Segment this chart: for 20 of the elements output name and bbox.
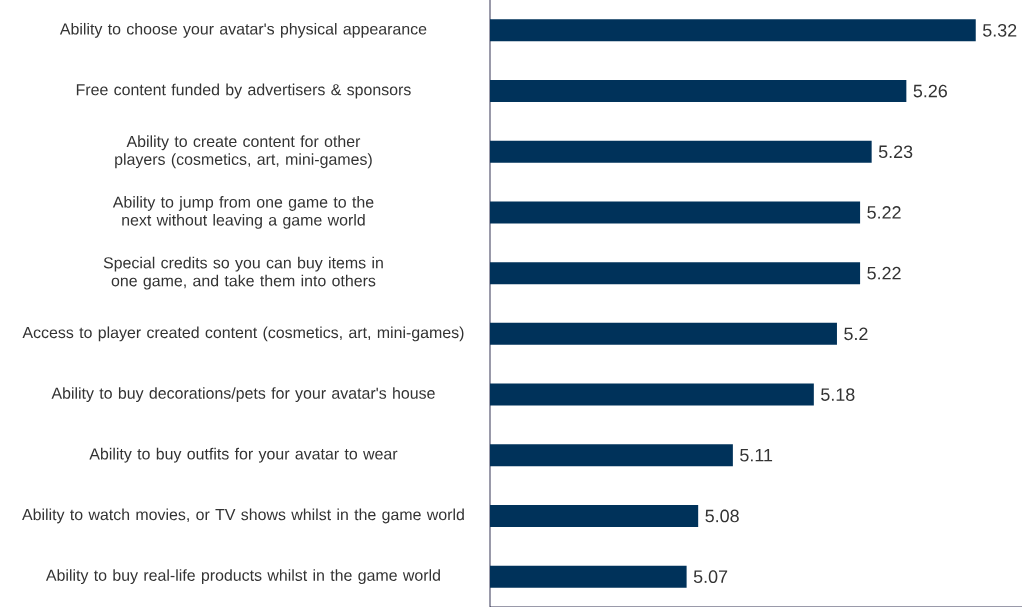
data-label: 5.18 [821,388,855,401]
y-tick-label: Ability to create content for other players (cosmetics, art, mini-games) [115,135,372,169]
y-tick-label: Ability to buy outfits for your avatar to wear [89,447,398,463]
y-tick-label: Access to player created content (cosmetics, art, mini-games) [22,326,464,342]
data-label: 5.26 [913,84,947,98]
y-tick-label: Ability to jump from one game to the next without leaving a game world [112,196,374,229]
data-label: 5.2 [844,327,868,341]
y-tick-label: Ability to buy real-life products whilst in the game world [45,569,440,585]
y-tick-label: Ability to watch movies, or TV shows whilst in the game world [22,508,464,524]
y-tick-label: Special credits so you can buy items in one game, and take them into others [103,256,383,290]
data-label: 5.23 [878,145,913,159]
data-label: 5.07 [693,570,728,583]
data-label: 5.32 [982,23,1017,37]
y-tick-label: Ability to buy decorations/pets for your avatar's house [51,387,435,402]
data-label: 5.22 [867,266,901,280]
data-label: 5.11 [740,448,773,462]
y-tick-label: Ability to choose your avatar's physical appearance [59,22,427,38]
data-label: 5.22 [867,206,901,219]
data-label: 5.08 [705,509,739,523]
y-tick-label: Free content funded by advertisers & sponsors [76,83,411,99]
